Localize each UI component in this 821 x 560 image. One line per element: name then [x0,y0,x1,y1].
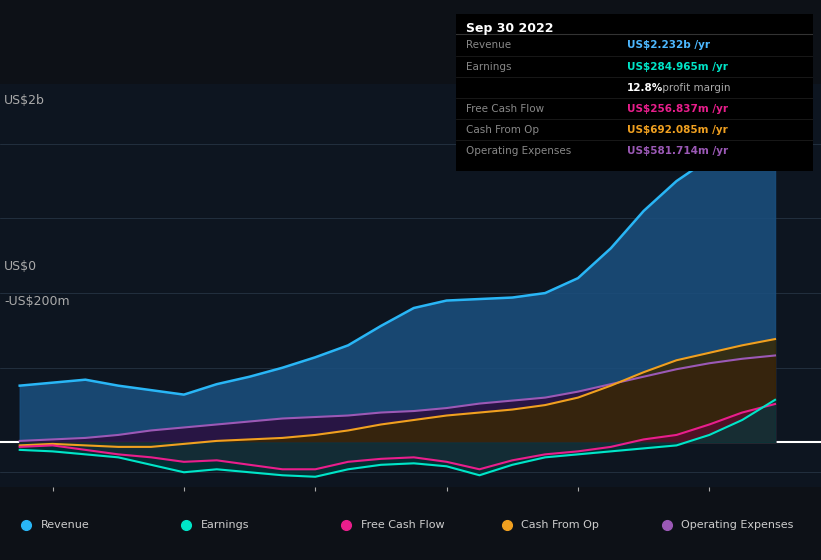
Text: Earnings: Earnings [466,62,511,72]
Text: Operating Expenses: Operating Expenses [466,146,571,156]
Text: US$2b: US$2b [4,94,45,107]
Text: Revenue: Revenue [466,40,511,50]
Text: Operating Expenses: Operating Expenses [681,520,794,530]
Text: US$256.837m /yr: US$256.837m /yr [627,104,728,114]
Text: US$2.232b /yr: US$2.232b /yr [627,40,710,50]
Text: -US$200m: -US$200m [4,295,70,308]
Text: Earnings: Earnings [201,520,250,530]
Text: US$692.085m /yr: US$692.085m /yr [627,125,728,135]
Text: Free Cash Flow: Free Cash Flow [361,520,445,530]
Text: Sep 30 2022: Sep 30 2022 [466,22,554,35]
Text: profit margin: profit margin [659,83,731,93]
Text: Cash From Op: Cash From Op [521,520,599,530]
Text: 12.8%: 12.8% [627,83,663,93]
Text: US$284.965m /yr: US$284.965m /yr [627,62,728,72]
Text: Revenue: Revenue [41,520,89,530]
Text: Cash From Op: Cash From Op [466,125,539,135]
Text: Free Cash Flow: Free Cash Flow [466,104,544,114]
Text: US$581.714m /yr: US$581.714m /yr [627,146,728,156]
Text: US$0: US$0 [4,260,37,273]
